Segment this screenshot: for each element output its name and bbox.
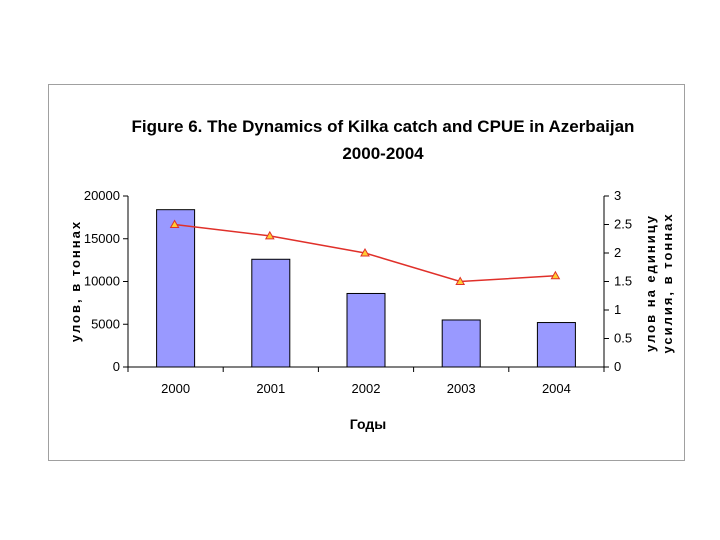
- cpue-marker-2003: [455, 276, 466, 285]
- chart-frame: [48, 84, 685, 461]
- x-tick-label-2000: 2000: [161, 381, 190, 396]
- cpue-line-layer: [169, 219, 561, 285]
- bars-layer: [156, 209, 576, 368]
- x-axis-title: Годы: [350, 416, 386, 432]
- x-tick-label-2003: 2003: [447, 381, 476, 396]
- right-tick-label: 1.5: [614, 274, 632, 289]
- y-axis-title-left: улов, в тоннах: [68, 220, 83, 342]
- left-tick-label: 10000: [84, 274, 120, 289]
- x-ticks: 2000 2001 2002 2003 2004: [127, 367, 605, 396]
- x-tick-label-2001: 2001: [256, 381, 285, 396]
- y-axis-title-right-line-1: улов на единицу: [643, 214, 658, 352]
- cpue-marker-2000: [169, 219, 180, 228]
- catch-bar-2003: [441, 319, 481, 368]
- right-tick-label: 2.5: [614, 217, 632, 232]
- left-tick-label: 0: [113, 359, 120, 374]
- left-tick-label: 5000: [91, 316, 120, 331]
- right-tick-label: 0.5: [614, 331, 632, 346]
- y-axis-title-right-line-2: усилия, в тоннах: [660, 212, 675, 353]
- catch-bar-2001: [251, 258, 291, 368]
- left-tick-label: 20000: [84, 188, 120, 203]
- right-y-ticks: 0 0.5 1 1.5 2 2.5 3: [604, 188, 632, 374]
- x-tick-label-2002: 2002: [352, 381, 381, 396]
- catch-bar-2002: [346, 292, 386, 368]
- right-tick-label: 0: [614, 359, 621, 374]
- cpue-marker-2004: [550, 270, 561, 280]
- chart-title-line-2: 2000-2004: [342, 144, 424, 163]
- catch-bar-2000: [156, 209, 196, 368]
- x-tick-label-2004: 2004: [542, 381, 571, 396]
- left-y-ticks: 0 5000 10000 15000 20000: [84, 188, 128, 374]
- catch-bar-2004: [536, 322, 576, 368]
- cpue-marker-2001: [264, 230, 275, 240]
- cpue-marker-2002: [360, 247, 370, 257]
- right-tick-label: 2: [614, 245, 621, 260]
- right-tick-label: 1: [614, 302, 621, 317]
- chart-title-line-1: Figure 6. The Dynamics of Kilka catch an…: [132, 117, 635, 136]
- right-tick-label: 3: [614, 188, 621, 203]
- left-tick-label: 15000: [84, 231, 120, 246]
